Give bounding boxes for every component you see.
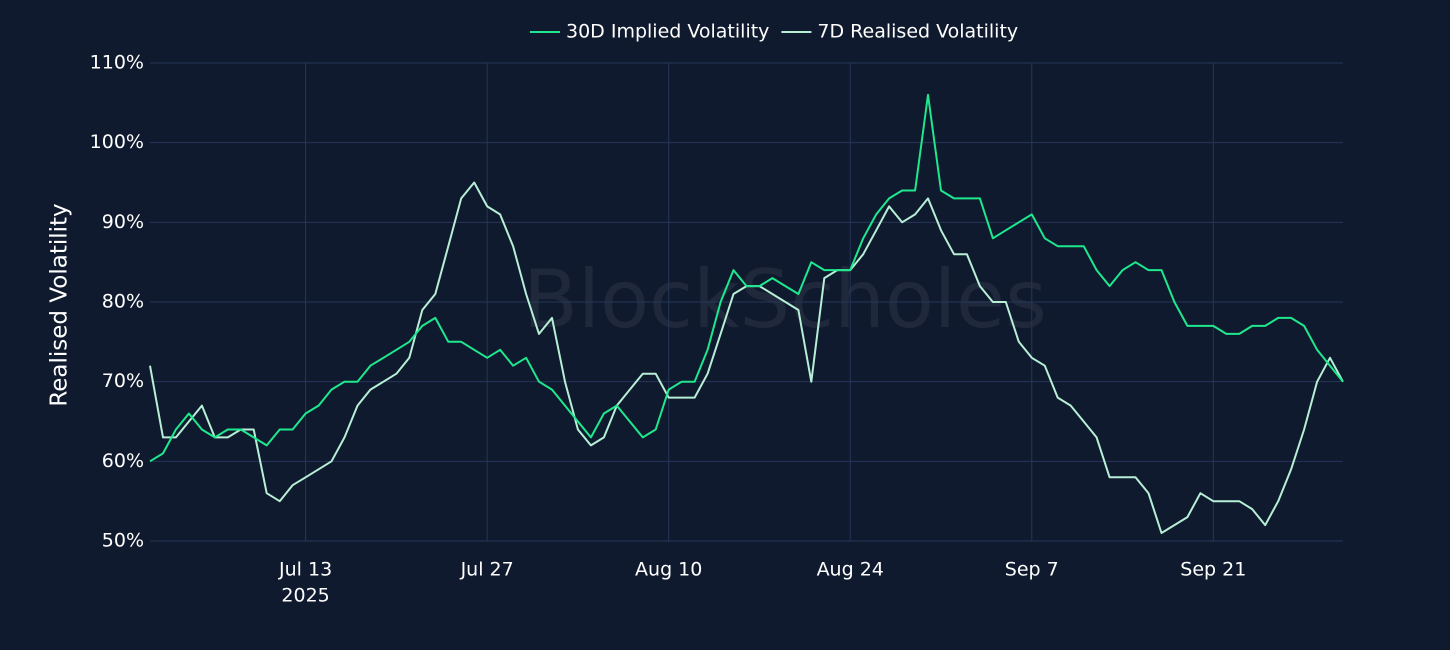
x-tick-label: Jul 27 — [460, 559, 514, 581]
legend-label: 30D Implied Volatility — [566, 21, 769, 43]
y-tick-label: 60% — [102, 450, 144, 472]
y-tick-label: 80% — [102, 291, 144, 313]
x-tick-label: Aug 10 — [635, 559, 702, 581]
y-tick-label: 110% — [90, 52, 144, 74]
x-tick-label: Jul 13 — [278, 559, 332, 581]
series-line — [149, 93, 1344, 463]
x-year-label: 2025 — [281, 585, 329, 607]
x-tick-label: Aug 24 — [817, 559, 884, 581]
y-axis-label: Realised Volatility — [47, 203, 73, 406]
y-tick-label: 50% — [102, 530, 144, 552]
watermark: BlockScholes — [523, 253, 1047, 346]
y-tick-label: 70% — [102, 370, 144, 392]
y-tick-label: 90% — [102, 211, 144, 233]
y-tick-label: 100% — [90, 131, 144, 153]
legend-label: 7D Realised Volatility — [817, 21, 1018, 43]
x-tick-label: Sep 21 — [1180, 559, 1246, 581]
x-tick-label: Sep 7 — [1005, 559, 1059, 581]
